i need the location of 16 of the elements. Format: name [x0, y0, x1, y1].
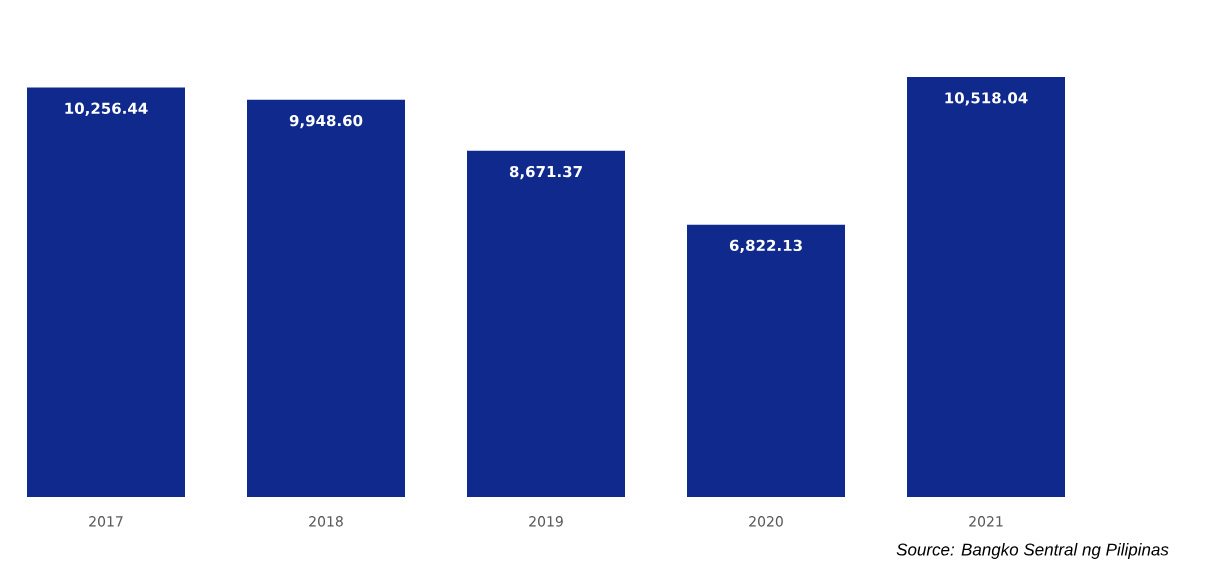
bar — [27, 87, 186, 497]
x-tick-label: 2021 — [969, 516, 1003, 527]
bar — [247, 99, 406, 497]
x-tick-label: 2020 — [749, 516, 783, 527]
data-label: 9,948.60 — [289, 114, 363, 129]
data-label: 6,822.13 — [729, 239, 802, 253]
data-label: 8,671.37 — [509, 165, 582, 180]
data-label: 10,518.04 — [945, 92, 1028, 106]
x-tick-label: 2017 — [89, 516, 123, 527]
bar — [687, 224, 846, 497]
source-note: Source: Bangko Sentral ng Pilipinas — [896, 543, 1169, 559]
x-tick-label: 2019 — [529, 516, 563, 527]
x-tick-label: 2018 — [309, 516, 343, 527]
data-label: 10,256.44 — [65, 102, 148, 116]
bar — [907, 77, 1066, 497]
bar — [467, 150, 626, 497]
